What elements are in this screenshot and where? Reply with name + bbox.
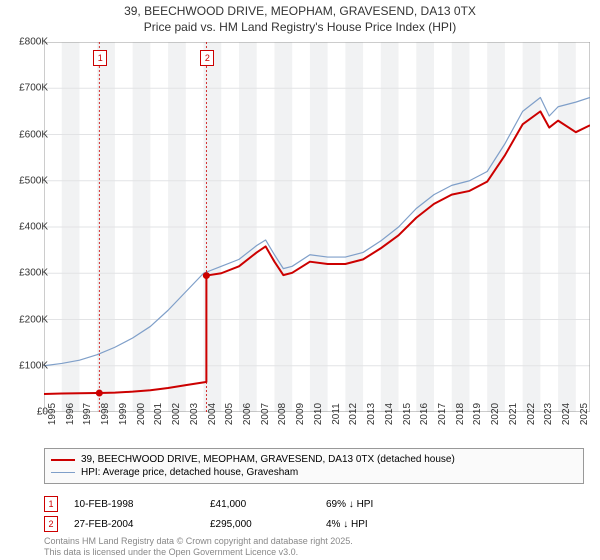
x-tick-label: 2008 — [277, 403, 288, 425]
attribution: Contains HM Land Registry data © Crown c… — [44, 536, 353, 558]
x-tick-label: 2023 — [543, 403, 554, 425]
plot-area — [44, 42, 590, 412]
x-tick-label: 2013 — [366, 403, 377, 425]
x-tick-label: 2018 — [455, 403, 466, 425]
x-tick-label: 2017 — [437, 403, 448, 425]
attribution-line1: Contains HM Land Registry data © Crown c… — [44, 536, 353, 547]
x-tick-label: 2005 — [224, 403, 235, 425]
chart-title: 39, BEECHWOOD DRIVE, MEOPHAM, GRAVESEND,… — [0, 0, 600, 35]
title-line2: Price paid vs. HM Land Registry's House … — [0, 20, 600, 36]
x-tick-label: 1996 — [65, 403, 76, 425]
x-tick-label: 2009 — [295, 403, 306, 425]
legend-label: HPI: Average price, detached house, Grav… — [81, 467, 298, 478]
legend-item: HPI: Average price, detached house, Grav… — [51, 466, 577, 479]
y-tick-label: £700K — [19, 83, 48, 94]
x-tick-label: 1999 — [118, 403, 129, 425]
y-tick-label: £400K — [19, 222, 48, 233]
y-tick-label: £200K — [19, 314, 48, 325]
x-tick-label: 2011 — [331, 403, 342, 425]
x-tick-label: 2010 — [313, 403, 324, 425]
legend-item: 39, BEECHWOOD DRIVE, MEOPHAM, GRAVESEND,… — [51, 453, 577, 466]
sale-hpi: 69% ↓ HPI — [326, 499, 584, 510]
x-tick-label: 1995 — [47, 403, 58, 425]
x-tick-label: 2019 — [472, 403, 483, 425]
sale-hpi: 4% ↓ HPI — [326, 519, 584, 530]
x-tick-label: 2001 — [153, 403, 164, 425]
legend: 39, BEECHWOOD DRIVE, MEOPHAM, GRAVESEND,… — [44, 448, 584, 484]
y-tick-label: £100K — [19, 360, 48, 371]
legend-swatch — [51, 459, 75, 461]
legend-swatch — [51, 472, 75, 473]
x-tick-label: 2000 — [136, 403, 147, 425]
x-tick-label: 2002 — [171, 403, 182, 425]
x-tick-label: 2025 — [579, 403, 590, 425]
x-tick-label: 2016 — [419, 403, 430, 425]
y-tick-label: £500K — [19, 175, 48, 186]
sale-price: £295,000 — [210, 519, 310, 530]
y-tick-label: £600K — [19, 129, 48, 140]
sale-rows: 1 10-FEB-1998 £41,000 69% ↓ HPI 2 27-FEB… — [44, 494, 584, 534]
sale-marker-on-plot: 2 — [200, 50, 214, 66]
sale-date: 27-FEB-2004 — [74, 519, 194, 530]
title-line1: 39, BEECHWOOD DRIVE, MEOPHAM, GRAVESEND,… — [0, 4, 600, 20]
sale-marker-box: 2 — [44, 516, 58, 532]
sale-price: £41,000 — [210, 499, 310, 510]
x-tick-label: 2003 — [189, 403, 200, 425]
x-tick-label: 1998 — [100, 403, 111, 425]
sale-date: 10-FEB-1998 — [74, 499, 194, 510]
y-tick-label: £800K — [19, 37, 48, 48]
x-tick-label: 2015 — [402, 403, 413, 425]
chart-container: 39, BEECHWOOD DRIVE, MEOPHAM, GRAVESEND,… — [0, 0, 600, 560]
sale-row: 1 10-FEB-1998 £41,000 69% ↓ HPI — [44, 494, 584, 514]
sale-row: 2 27-FEB-2004 £295,000 4% ↓ HPI — [44, 514, 584, 534]
x-tick-label: 2022 — [526, 403, 537, 425]
plot-svg — [44, 42, 590, 412]
x-tick-label: 2020 — [490, 403, 501, 425]
x-tick-label: 2014 — [384, 403, 395, 425]
x-tick-label: 2012 — [348, 403, 359, 425]
sale-marker-on-plot: 1 — [93, 50, 107, 66]
y-tick-label: £300K — [19, 268, 48, 279]
x-tick-label: 1997 — [82, 403, 93, 425]
x-tick-label: 2021 — [508, 403, 519, 425]
x-tick-label: 2006 — [242, 403, 253, 425]
x-tick-label: 2024 — [561, 403, 572, 425]
sale-marker-box: 1 — [44, 496, 58, 512]
x-tick-label: 2007 — [260, 403, 271, 425]
x-tick-label: 2004 — [207, 403, 218, 425]
attribution-line2: This data is licensed under the Open Gov… — [44, 547, 353, 558]
legend-label: 39, BEECHWOOD DRIVE, MEOPHAM, GRAVESEND,… — [81, 454, 455, 465]
